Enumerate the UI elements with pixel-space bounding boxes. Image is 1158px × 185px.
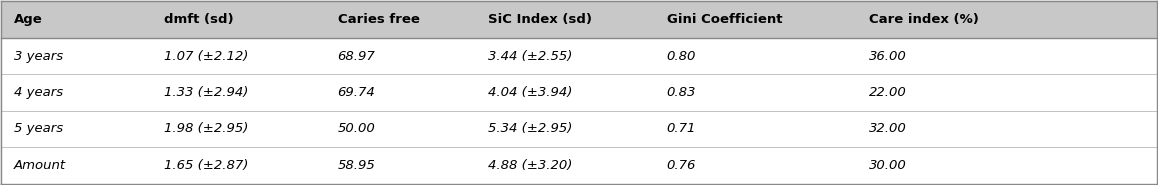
- Text: Gini Coefficient: Gini Coefficient: [667, 13, 783, 26]
- Text: 4.88 (±3.20): 4.88 (±3.20): [488, 159, 572, 172]
- Text: 22.00: 22.00: [868, 86, 907, 99]
- FancyBboxPatch shape: [1, 74, 1157, 111]
- Text: Care index (%): Care index (%): [868, 13, 979, 26]
- Text: 3 years: 3 years: [14, 50, 64, 63]
- FancyBboxPatch shape: [1, 147, 1157, 184]
- Text: Caries free: Caries free: [338, 13, 419, 26]
- Text: 0.80: 0.80: [667, 50, 696, 63]
- Text: 69.74: 69.74: [338, 86, 375, 99]
- Text: 5.34 (±2.95): 5.34 (±2.95): [488, 122, 572, 135]
- Text: 1.65 (±2.87): 1.65 (±2.87): [164, 159, 249, 172]
- Text: 68.97: 68.97: [338, 50, 375, 63]
- Text: 36.00: 36.00: [868, 50, 907, 63]
- Text: 1.98 (±2.95): 1.98 (±2.95): [164, 122, 249, 135]
- Text: 4 years: 4 years: [14, 86, 64, 99]
- Text: 1.07 (±2.12): 1.07 (±2.12): [164, 50, 249, 63]
- Text: 50.00: 50.00: [338, 122, 375, 135]
- Text: 1.33 (±2.94): 1.33 (±2.94): [164, 86, 249, 99]
- Text: SiC Index (sd): SiC Index (sd): [488, 13, 592, 26]
- Text: 3.44 (±2.55): 3.44 (±2.55): [488, 50, 572, 63]
- Text: Age: Age: [14, 13, 43, 26]
- Text: dmft (sd): dmft (sd): [164, 13, 234, 26]
- Text: 58.95: 58.95: [338, 159, 375, 172]
- Text: 0.71: 0.71: [667, 122, 696, 135]
- FancyBboxPatch shape: [1, 1, 1157, 38]
- Text: 4.04 (±3.94): 4.04 (±3.94): [488, 86, 572, 99]
- Text: 32.00: 32.00: [868, 122, 907, 135]
- Text: 30.00: 30.00: [868, 159, 907, 172]
- Text: Amount: Amount: [14, 159, 66, 172]
- Text: 0.83: 0.83: [667, 86, 696, 99]
- Text: 5 years: 5 years: [14, 122, 64, 135]
- FancyBboxPatch shape: [1, 38, 1157, 74]
- Text: 0.76: 0.76: [667, 159, 696, 172]
- FancyBboxPatch shape: [1, 111, 1157, 147]
